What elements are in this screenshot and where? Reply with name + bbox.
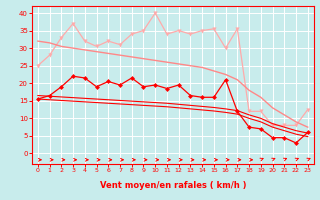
X-axis label: Vent moyen/en rafales ( km/h ): Vent moyen/en rafales ( km/h ) — [100, 182, 246, 191]
